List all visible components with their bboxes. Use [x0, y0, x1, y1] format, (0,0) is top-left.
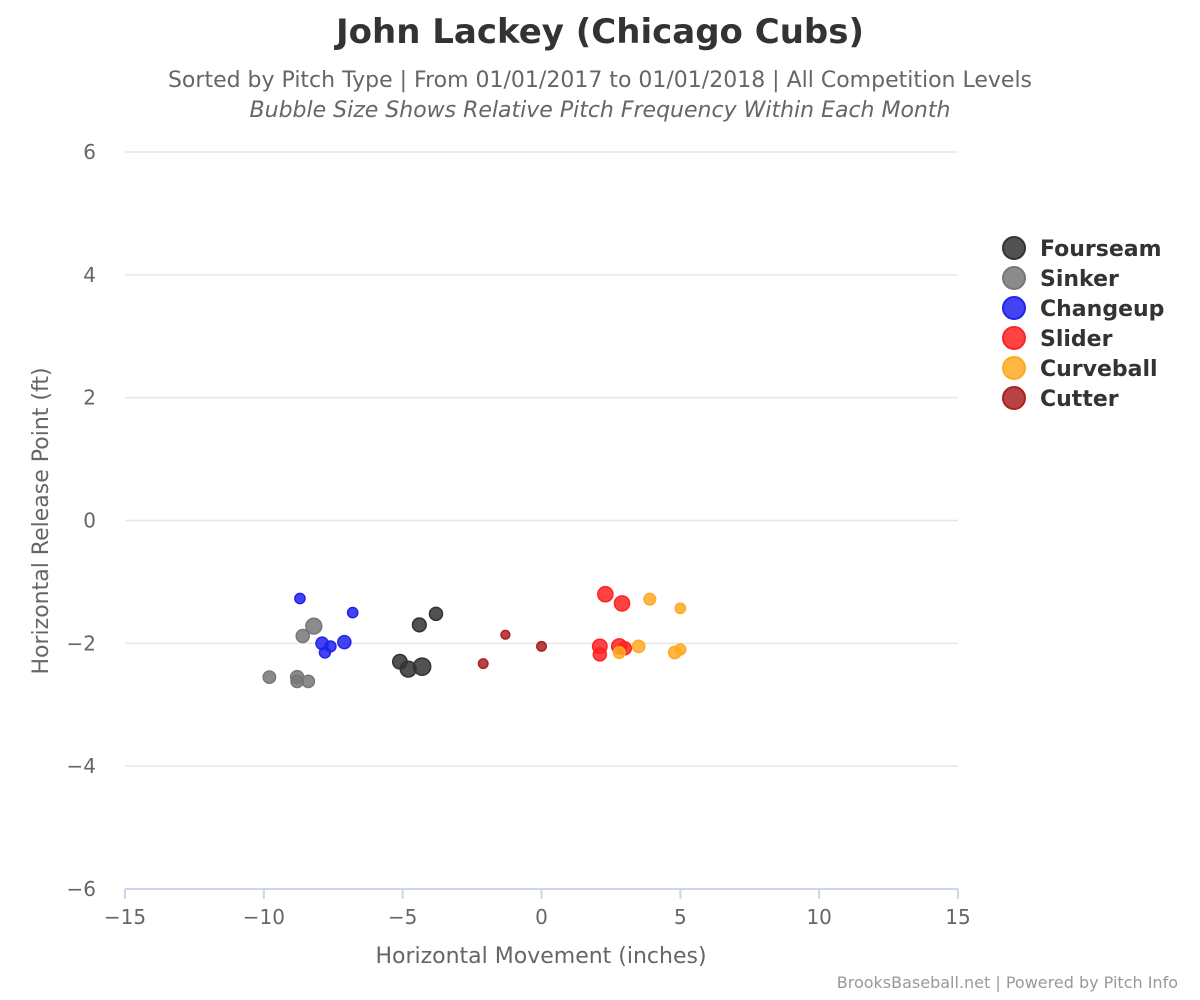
x-tick-label: −5	[388, 905, 417, 929]
legend-item-changeup[interactable]: Changeup	[1002, 296, 1164, 322]
y-tick-label: 2	[83, 386, 96, 410]
bubble-changeup[interactable]	[318, 646, 332, 659]
legend-item-sinker[interactable]: Sinker	[1002, 266, 1119, 292]
legend-marker	[1002, 326, 1026, 350]
series-curveball	[612, 592, 687, 660]
chart-subtitle: Sorted by Pitch Type | From 01/01/2017 t…	[167, 68, 1033, 93]
legend-marker	[1002, 296, 1026, 320]
legend-item-curveball[interactable]: Curveball	[1002, 356, 1158, 382]
bubble-sinker[interactable]	[301, 674, 316, 689]
series-sinker	[262, 617, 323, 689]
bubble-cutter[interactable]	[500, 629, 511, 640]
bubble-slider[interactable]	[613, 595, 631, 612]
series-slider	[591, 585, 633, 662]
legend-marker	[1002, 266, 1026, 290]
plot-area	[262, 585, 687, 689]
bubble-curveball[interactable]	[674, 602, 687, 615]
chart-subtitle-note: Bubble Size Shows Relative Pitch Frequen…	[249, 98, 951, 123]
bubble-changeup[interactable]	[337, 634, 352, 650]
series-changeup	[294, 592, 359, 659]
bubble-fourseam[interactable]	[411, 617, 427, 633]
legend: Fourseam Sinker Changeup Slider Curveball Cut…	[1002, 236, 1164, 412]
bubble-cutter[interactable]	[536, 640, 547, 652]
y-tick-label: 0	[83, 509, 96, 533]
x-axis-title: Horizontal Movement (inches)	[375, 944, 706, 969]
x-tick-label: −10	[243, 905, 285, 929]
bubble-fourseam[interactable]	[428, 606, 444, 622]
legend-label: Sinker	[1040, 267, 1119, 292]
legend-label: Changeup	[1040, 297, 1164, 322]
bubble-slider[interactable]	[597, 585, 614, 603]
legend-label: Slider	[1040, 327, 1113, 352]
legend-marker	[1002, 356, 1026, 380]
bubble-sinker[interactable]	[262, 670, 277, 685]
bubble-sinker[interactable]	[305, 617, 323, 635]
y-tick-label: −2	[67, 631, 96, 655]
axes: −6 −4 −2 0 2 4 6 −15 −10 −5 0 5 10 15	[67, 140, 971, 929]
x-tick-label: 10	[806, 905, 831, 929]
bubble-sinker[interactable]	[295, 628, 310, 644]
legend-label: Curveball	[1040, 357, 1158, 382]
series-cutter	[477, 629, 547, 670]
credits[interactable]: BrooksBaseball.net | Powered by Pitch In…	[836, 973, 1178, 992]
bubble-changeup[interactable]	[294, 592, 306, 605]
legend-marker	[1002, 236, 1026, 260]
bubble-curveball[interactable]	[643, 592, 657, 606]
x-tick-label: 5	[674, 905, 687, 929]
legend-label: Cutter	[1040, 387, 1119, 412]
chart-title: John Lackey (Chicago Cubs)	[335, 12, 865, 52]
x-tick-label: 0	[535, 905, 548, 929]
y-axis-title: Horizontal Release Point (ft)	[29, 367, 54, 674]
y-tick-label: −4	[67, 754, 96, 778]
x-tick-label: −15	[104, 905, 146, 929]
legend-item-slider[interactable]: Slider	[1002, 326, 1113, 352]
bubble-curveball[interactable]	[631, 639, 646, 654]
bubble-cutter[interactable]	[477, 658, 489, 670]
x-tick-label: 15	[945, 905, 970, 929]
bubble-fourseam[interactable]	[412, 657, 432, 677]
bubble-slider[interactable]	[592, 647, 608, 662]
legend-item-cutter[interactable]: Cutter	[1002, 386, 1119, 412]
legend-label: Fourseam	[1040, 237, 1162, 262]
bubble-curveball[interactable]	[612, 645, 626, 660]
bubble-changeup[interactable]	[346, 606, 359, 619]
y-tick-label: 6	[83, 140, 96, 164]
series-fourseam	[391, 606, 444, 678]
legend-marker	[1002, 386, 1026, 410]
y-tick-label: 4	[83, 263, 96, 287]
grid-lines	[125, 151, 958, 767]
bubble-curveball[interactable]	[674, 643, 687, 656]
legend-item-fourseam[interactable]: Fourseam	[1002, 236, 1162, 262]
y-tick-label: −6	[67, 877, 96, 901]
